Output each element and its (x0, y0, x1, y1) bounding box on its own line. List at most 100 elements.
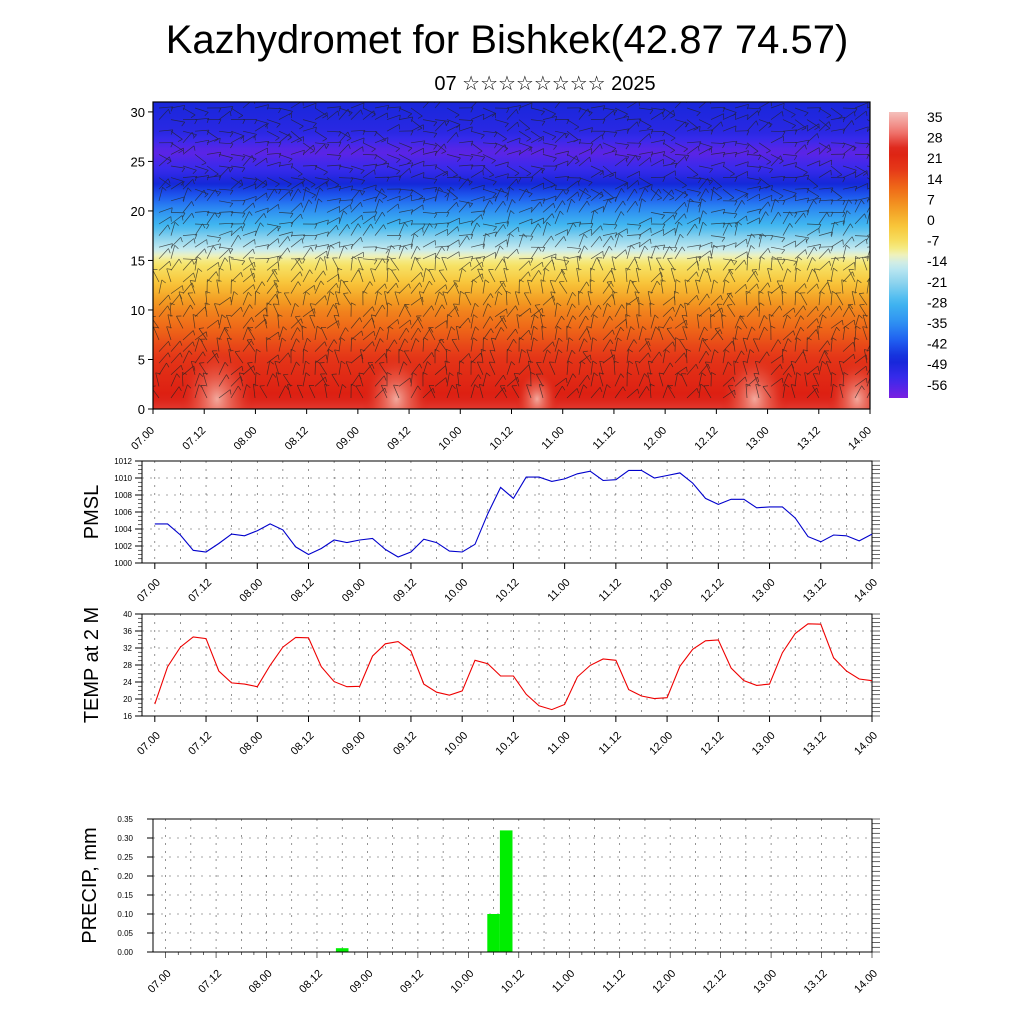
cross-section-panel: 0 5 10 15 20 25 30 07.00 07.12 08.00 08.12 09.00 09.… (129, 101, 874, 453)
temp-panel: 16 20 24 28 32 36 40 07.00 07.12 08.00 08.12 09.00 0… (81, 607, 880, 758)
x-tick-label: 08.12 (297, 968, 325, 996)
colorbar-label: -14 (927, 253, 947, 269)
precip-bar (487, 914, 500, 952)
y-tick-label: 0.15 (117, 891, 133, 900)
x-tick-label: 09.00 (340, 730, 368, 758)
x-tick-label: 11.12 (591, 425, 618, 452)
x-tick-label: 14.00 (852, 968, 880, 996)
x-tick-label: 10.00 (436, 425, 464, 453)
y-tick-label: 0.20 (117, 872, 133, 881)
x-tick-label: 10.00 (449, 968, 477, 996)
x-tick-label: 07.12 (186, 577, 214, 605)
temp2m-line (154, 623, 873, 711)
colorbar-label: -7 (927, 233, 940, 249)
y-axis-label: TEMP at 2 M (81, 607, 103, 723)
x-tick-label: 12.12 (693, 425, 721, 453)
x-tick-label: 11.12 (597, 730, 624, 757)
x-tick-label: 10.12 (494, 577, 522, 605)
y-tick-label: 0.10 (117, 910, 133, 919)
colorbar: 35 28 21 14 7 0 -7 -14 -21 -28 -35 -42 -49 -56 (889, 109, 947, 398)
y-tick-label: 0.35 (117, 815, 133, 824)
plot-frame (141, 460, 873, 564)
colorbar-label: 0 (927, 212, 935, 228)
x-tick-label: 09.12 (391, 730, 419, 758)
chart-title: Kazhydromet for Bishkek(42.87 74.57) (165, 18, 849, 62)
x-tick-label: 08.00 (237, 730, 265, 758)
y-tick-label: 1004 (114, 525, 132, 534)
y-tick-label: 25 (131, 154, 145, 169)
x-tick-label: 10.12 (488, 425, 516, 453)
heat-cell (362, 353, 431, 409)
x-tick-label: 12.00 (650, 968, 678, 996)
colorbar-label: -42 (927, 336, 947, 352)
x-tick-label: 09.00 (334, 425, 362, 453)
y-tick-label: 36 (123, 627, 132, 636)
x-tick-label: 12.12 (698, 577, 726, 605)
precip-bar (499, 830, 513, 952)
colorbar-label: -28 (927, 294, 947, 310)
y-tick-label: 1006 (114, 508, 132, 517)
surface-heating (179, 347, 870, 409)
x-tick-label: 13.00 (750, 730, 778, 758)
x-tick-label: 13.12 (801, 577, 829, 605)
x-tick-label: 13.12 (801, 730, 829, 758)
y-tick-label: 1010 (114, 474, 132, 483)
heat-cell (827, 358, 870, 409)
plot-frame (141, 613, 873, 717)
grid (142, 613, 873, 717)
y-tick-label: 28 (123, 661, 132, 670)
y-tick-label: 0.00 (117, 948, 133, 957)
wind-barbs (153, 102, 870, 399)
y-tick-label: 15 (131, 253, 145, 268)
x-tick-label: 10.12 (499, 968, 527, 996)
x-tick-label: 12.00 (647, 730, 675, 758)
x-tick-label: 13.00 (744, 425, 772, 453)
y-tick-label: 16 (123, 712, 132, 721)
x-tick-label: 07.00 (129, 425, 157, 453)
x-tick-label: 08.00 (247, 968, 275, 996)
y-axis-label: PMSL (81, 485, 103, 539)
y-axis-label: PRECIP, mm (79, 827, 101, 943)
x-tick-label: 09.12 (391, 577, 419, 605)
colorbar-label: 14 (927, 171, 943, 187)
heat-cell (179, 347, 256, 409)
x-tick-label: 08.12 (283, 425, 311, 453)
x-tick-label: 14.00 (852, 730, 880, 758)
x-tick-label: 09.00 (348, 968, 376, 996)
colorbar-label: -21 (927, 274, 947, 290)
x-tick-label: 07.12 (180, 425, 208, 453)
pmsl-panel: 1000 1002 1004 1006 1008 1010 1012 07.00 07.12 08… (81, 457, 880, 605)
x-tick-label: 10.12 (494, 730, 522, 758)
precip-panel: 0.00 0.05 0.10 0.15 0.20 0.25 0.30 0.35 07.00 07.… (79, 815, 880, 996)
x-tick-label: 11.12 (597, 577, 624, 604)
x-tick-label: 10.00 (442, 730, 470, 758)
y-tick-label: 20 (123, 695, 132, 704)
y-tick-label: 30 (131, 105, 145, 120)
precip-bar (335, 948, 349, 952)
y-tick-label: 0 (138, 402, 145, 417)
colorbar-label: 21 (927, 150, 943, 166)
colorbar-label: 28 (927, 130, 943, 146)
pmsl-line (154, 469, 873, 558)
x-tick-label: 12.12 (698, 730, 726, 758)
x-tick-label: 14.00 (846, 425, 874, 453)
y-tick-label: 5 (138, 352, 145, 367)
colorbar-label: -35 (927, 315, 947, 331)
y-tick-label: 1008 (114, 491, 132, 500)
colorbar-label: -56 (927, 377, 947, 393)
y-tick-label: 10 (131, 303, 145, 318)
x-tick-label: 11.00 (545, 730, 572, 757)
x-tick-label: 08.12 (289, 730, 317, 758)
x-tick-label: 11.00 (550, 968, 577, 995)
y-tick-label: 1000 (114, 559, 132, 568)
colorbar-label: 35 (927, 109, 943, 125)
colorbar-label: 7 (927, 191, 935, 207)
heat-cell (720, 353, 789, 409)
x-tick-label: 07.00 (135, 730, 163, 758)
heat-cell (515, 369, 560, 409)
colorbar-label: -49 (927, 356, 947, 372)
x-tick-label: 11.12 (600, 968, 627, 995)
x-tick-label: 08.00 (232, 425, 260, 453)
x-tick-label: 10.00 (442, 577, 470, 605)
x-tick-label: 12.00 (647, 577, 675, 605)
